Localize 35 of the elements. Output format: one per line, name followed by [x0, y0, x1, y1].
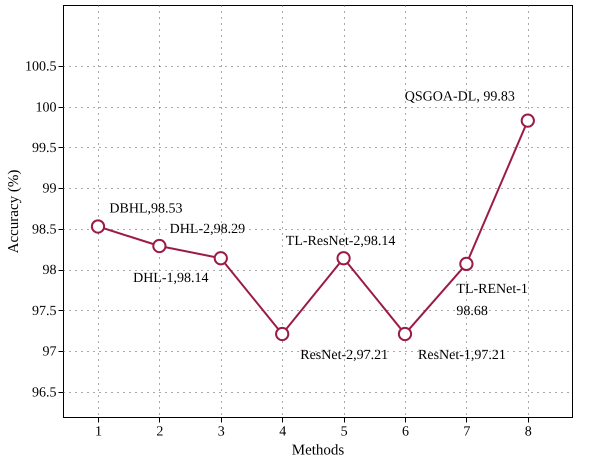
- x-tick-label: 1: [95, 424, 102, 440]
- annotation: ResNet-2,97.21: [300, 348, 388, 363]
- x-tick-label: 8: [524, 424, 532, 440]
- x-tick-label: 6: [402, 424, 409, 440]
- x-tick-label: 4: [279, 424, 286, 440]
- annotation: DHL-1,98.14: [133, 271, 209, 286]
- point: [214, 251, 228, 266]
- point: [520, 114, 535, 128]
- y-tick-label: 100: [36, 100, 56, 116]
- annotation: QSGOA-DL, 99.83: [404, 90, 515, 105]
- x-tick-label: 3: [218, 424, 225, 440]
- y-tick-label: 100.5: [25, 60, 56, 75]
- point: [152, 238, 167, 254]
- annotation: DBHL,98.53: [109, 201, 183, 216]
- x-axis-title: Methods: [292, 442, 344, 458]
- y-tick-label: 99: [42, 182, 56, 197]
- y-tick-label: 99.5: [32, 140, 56, 156]
- point: [336, 251, 351, 266]
- y-axis-title: Accuracy (%): [6, 170, 22, 254]
- y-tick-label: 98.5: [32, 222, 56, 238]
- point: [459, 256, 474, 272]
- y-tick-label: 97: [42, 344, 56, 360]
- x-tick-label: 7: [463, 424, 470, 440]
- y-tick-label: 96.5: [32, 385, 56, 400]
- annotation: DHL-2,98.29: [170, 222, 246, 238]
- annotation: TL-ResNet-2,98.14: [286, 234, 396, 250]
- annotation: ResNet-1,97.21: [418, 348, 506, 363]
- point: [275, 326, 290, 342]
- point: [398, 326, 412, 342]
- y-tick-label: 98: [42, 263, 56, 278]
- annotation: TL-RENet-1 98.68: [456, 282, 528, 319]
- x-tick-label: 5: [340, 424, 348, 440]
- x-tick-label: 2: [156, 424, 164, 440]
- point: [90, 219, 106, 234]
- y-tick-label: 97.5: [32, 304, 56, 319]
